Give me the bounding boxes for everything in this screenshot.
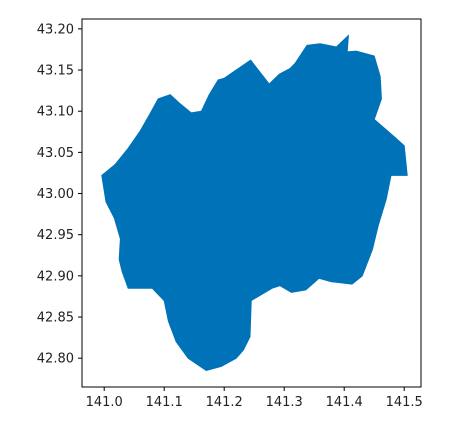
region-shape xyxy=(101,34,408,372)
y-tick-label: 42.85 xyxy=(37,311,74,326)
plot-frame xyxy=(81,18,422,388)
y-tick-label: 43.15 xyxy=(37,64,74,79)
x-tick-label: 141.2 xyxy=(206,395,243,410)
x-axis: 141.0 141.1 141.2 141.3 141.4 141.5 xyxy=(86,387,423,410)
x-tick-label: 141.1 xyxy=(146,395,183,410)
y-tick-label: 43.20 xyxy=(37,22,74,37)
y-tick-label: 43.00 xyxy=(37,187,74,202)
y-tick-label: 42.95 xyxy=(37,228,74,243)
x-tick-label: 141.5 xyxy=(386,395,423,410)
x-tick-label: 141.4 xyxy=(326,395,363,410)
y-tick-label: 42.90 xyxy=(37,269,74,284)
y-axis: 43.20 43.15 43.10 43.05 43.00 42.95 42.90 42.85… xyxy=(37,22,82,367)
x-tick-label: 141.3 xyxy=(266,395,303,410)
y-tick-label: 43.05 xyxy=(37,146,74,161)
plot-area xyxy=(81,18,422,388)
y-tick-label: 42.80 xyxy=(37,352,74,367)
y-tick-label: 43.10 xyxy=(37,105,74,120)
x-tick-label: 141.0 xyxy=(86,395,123,410)
